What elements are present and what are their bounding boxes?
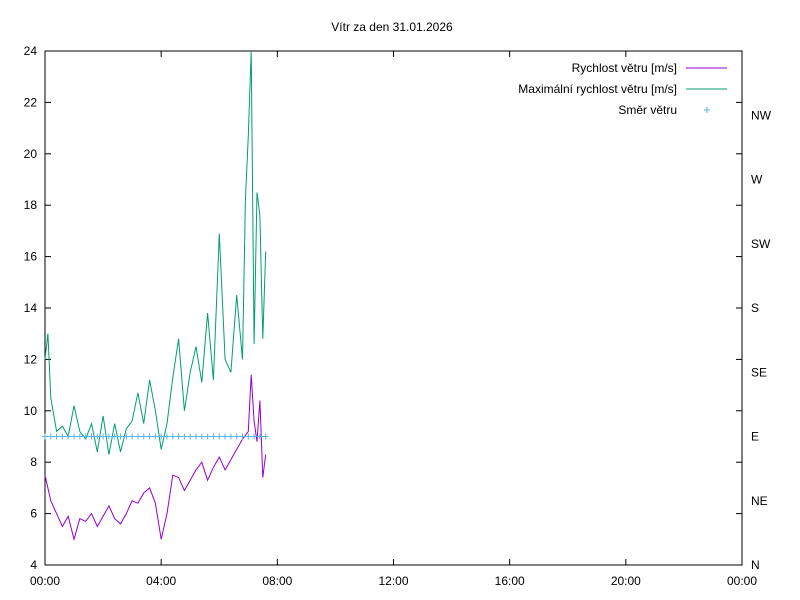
- legend-label: Směr větru: [618, 103, 677, 117]
- y2-tick-label: NE: [751, 494, 768, 508]
- direction-point: [53, 433, 60, 440]
- direction-point: [181, 433, 188, 440]
- y2-tick-label: SE: [751, 365, 767, 379]
- direction-point: [134, 433, 141, 440]
- series-0: [44, 374, 267, 542]
- direction-point: [158, 433, 165, 440]
- direction-point: [94, 433, 101, 440]
- direction-point: [233, 433, 240, 440]
- x-tick-label: 04:00: [146, 574, 176, 588]
- direction-point: [111, 433, 118, 440]
- chart-title: Vítr za den 31.01.2026: [331, 20, 453, 34]
- y2-tick-label: E: [751, 430, 759, 444]
- series-line: [44, 374, 267, 542]
- direction-point: [251, 433, 258, 440]
- direction-point: [42, 433, 48, 440]
- y-tick-label: 6: [30, 507, 37, 521]
- direction-point: [123, 433, 130, 440]
- y-tick-label: 24: [24, 44, 38, 58]
- direction-point: [71, 433, 78, 440]
- direction-point: [117, 433, 124, 440]
- direction-point: [88, 433, 95, 440]
- y-tick-label: 16: [24, 250, 38, 264]
- direction-point: [222, 433, 229, 440]
- y2-tick-label: NW: [751, 108, 772, 122]
- y-tick-label: 4: [30, 558, 37, 572]
- series-2: [42, 433, 269, 440]
- direction-point: [245, 433, 252, 440]
- direction-point: [193, 433, 200, 440]
- direction-point: [210, 433, 217, 440]
- y2-tick-label: SW: [751, 237, 771, 251]
- x-tick-label: 16:00: [495, 574, 525, 588]
- x-tick-label: 00:00: [727, 574, 757, 588]
- y-tick-label: 8: [30, 455, 37, 469]
- direction-point: [82, 433, 89, 440]
- y-tick-label: 18: [24, 198, 38, 212]
- direction-point: [152, 433, 159, 440]
- series-1: [44, 50, 267, 455]
- direction-point: [198, 433, 205, 440]
- direction-point: [146, 433, 153, 440]
- y-tick-label: 12: [24, 352, 38, 366]
- direction-point: [105, 433, 112, 440]
- x-tick-label: 12:00: [378, 574, 408, 588]
- direction-point: [227, 433, 234, 440]
- direction-point: [59, 433, 66, 440]
- direction-point: [256, 433, 263, 440]
- y-tick-label: 20: [24, 147, 38, 161]
- direction-point: [65, 433, 72, 440]
- direction-point: [169, 433, 176, 440]
- direction-point: [163, 433, 170, 440]
- legend: Rychlost větru [m/s] Maximální rychlost v…: [518, 61, 727, 117]
- x-tick-label: 00:00: [30, 574, 60, 588]
- direction-point: [100, 433, 107, 440]
- y-tick-label: 10: [24, 404, 38, 418]
- x-tick-label: 08:00: [262, 574, 292, 588]
- direction-point: [47, 433, 54, 440]
- direction-point: [262, 433, 269, 440]
- direction-point: [239, 433, 246, 440]
- x-tick-label: 20:00: [611, 574, 641, 588]
- direction-point: [216, 433, 223, 440]
- series-layer: [42, 50, 269, 542]
- y2-tick-label: W: [751, 173, 763, 187]
- y2-tick-label: N: [751, 558, 760, 572]
- legend-label: Rychlost větru [m/s]: [572, 61, 677, 75]
- direction-point: [175, 433, 182, 440]
- axes: 4 6 8 10 12 14 16 18 20 22 24 00:00 04:00 08:00 12:00 1…: [24, 44, 772, 588]
- direction-point: [187, 433, 194, 440]
- legend-marker: [704, 107, 710, 113]
- direction-point: [140, 433, 147, 440]
- series-line: [44, 50, 267, 455]
- y2-tick-label: S: [751, 301, 759, 315]
- y-tick-label: 14: [24, 301, 38, 315]
- direction-point: [204, 433, 211, 440]
- direction-point: [129, 433, 136, 440]
- legend-label: Maximální rychlost větru [m/s]: [518, 82, 677, 96]
- direction-point: [76, 433, 83, 440]
- y-tick-label: 22: [24, 95, 38, 109]
